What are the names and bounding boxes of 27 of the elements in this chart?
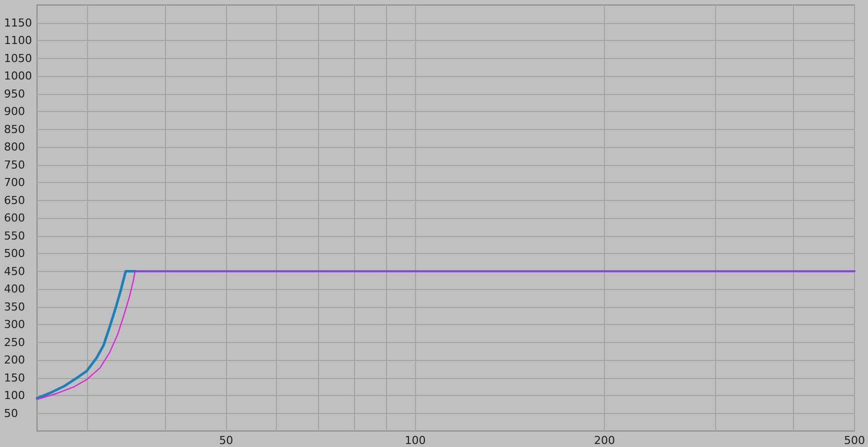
y-tick-label: 350	[4, 300, 25, 314]
x-tick-label: 500	[844, 434, 865, 447]
y-tick-label: 950	[4, 87, 25, 100]
y-tick-label: 1150	[4, 16, 32, 30]
y-tick-label: 50	[4, 406, 18, 420]
y-tick-label: 900	[4, 105, 25, 118]
y-tick-label: 100	[4, 389, 25, 402]
y-tick-label: 850	[4, 122, 25, 136]
x-tick-label: 100	[404, 434, 426, 447]
y-tick-label: 800	[4, 140, 25, 154]
y-tick-label: 150	[4, 371, 25, 384]
y-tick-label: 400	[4, 282, 25, 296]
y-tick-label: 550	[4, 229, 25, 242]
y-tick-label: 450	[4, 264, 25, 278]
y-tick-label: 750	[4, 158, 25, 172]
y-tick-label: 1050	[4, 52, 32, 65]
y-tick-label: 700	[4, 176, 25, 189]
y-tick-label: 300	[4, 318, 25, 331]
y-tick-label: 500	[4, 247, 25, 260]
y-tick-label: 600	[4, 212, 25, 224]
x-tick-label: 200	[594, 434, 615, 447]
x-tick-label: 50	[219, 434, 234, 447]
y-tick-label: 650	[4, 194, 25, 207]
y-tick-label: 1000	[4, 70, 32, 82]
y-tick-label: 250	[4, 336, 25, 349]
y-tick-label: 1100	[4, 34, 32, 47]
y-tick-label: 200	[4, 354, 25, 366]
